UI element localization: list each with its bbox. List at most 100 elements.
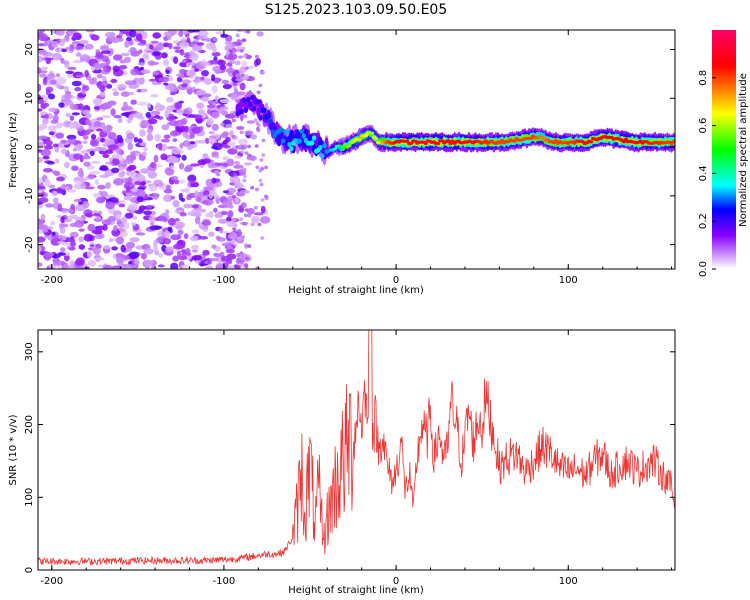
ridge-blob [318, 145, 323, 151]
noise-speckle [241, 171, 246, 176]
snr-frame [37, 329, 676, 571]
noise-speckle [144, 56, 150, 61]
noise-speckle [194, 140, 206, 144]
noise-speckle [211, 111, 220, 119]
noise-speckle [61, 208, 68, 214]
noise-speckle [244, 151, 249, 155]
noise-speckle [50, 238, 61, 246]
noise-speckle [213, 207, 218, 213]
noise-speckle [38, 33, 48, 42]
noise-speckle [173, 179, 180, 185]
ridge-blob [497, 141, 503, 145]
noise-speckle [136, 188, 145, 197]
noise-speckle [189, 70, 195, 79]
ridge-blob [373, 137, 379, 141]
noise-speckle [38, 177, 43, 184]
noise-speckle [39, 123, 48, 130]
noise-speckle [226, 216, 232, 222]
noise-speckle [52, 190, 57, 195]
noise-speckle [213, 252, 222, 258]
noise-speckle [189, 134, 195, 139]
noise-speckle [51, 231, 56, 236]
noise-speckle [129, 47, 137, 53]
noise-speckle [97, 225, 103, 232]
noise-speckle [60, 99, 72, 103]
colorbar-tick-label: 0.6 [698, 118, 709, 134]
noise-speckle [204, 265, 214, 269]
noise-speckle [44, 256, 51, 261]
noise-speckle [163, 31, 175, 38]
noise-speckle [134, 209, 144, 214]
noise-speckle [94, 179, 100, 186]
noise-speckle [80, 56, 85, 63]
noise-speckle [84, 186, 95, 190]
ridge-blob [512, 139, 517, 143]
noise-speckle [226, 187, 237, 194]
noise-speckle [146, 128, 153, 135]
noise-speckle [38, 43, 45, 47]
noise-speckle [137, 138, 143, 144]
x-tick-label: -200 [40, 275, 63, 286]
colorbar-ticks: 0.0 0.2 0.4 0.6 0.8 [698, 70, 716, 277]
noise-speckle [60, 247, 66, 253]
noise-speckle [239, 82, 246, 91]
noise-speckle [165, 246, 174, 253]
noise-speckle [258, 178, 263, 183]
noise-speckle [128, 113, 134, 121]
noise-speckle [38, 224, 49, 231]
noise-speckle [48, 131, 55, 136]
noise-speckle [225, 67, 236, 74]
noise-speckle [201, 70, 209, 77]
noise-speckle [102, 125, 112, 134]
noise-speckle [183, 233, 189, 240]
noise-speckle [56, 176, 65, 182]
noise-speckle [122, 263, 133, 269]
noise-speckle [231, 118, 236, 123]
noise-speckle [202, 249, 210, 256]
noise-speckle [53, 197, 59, 203]
noise-speckle [261, 153, 266, 157]
noise-speckle [207, 109, 211, 115]
noise-speckle [136, 33, 143, 42]
ridge-blob [338, 144, 344, 148]
noise-speckle [258, 83, 263, 88]
noise-speckle [142, 31, 148, 39]
noise-speckle [238, 91, 243, 96]
noise-speckle [238, 204, 243, 209]
noise-speckle [255, 165, 260, 170]
noise-speckle [168, 76, 174, 82]
noise-speckle [84, 113, 92, 119]
noise-speckle [141, 69, 151, 74]
noise-speckle [186, 84, 191, 90]
noise-speckle [176, 250, 182, 258]
noise-speckle [90, 244, 95, 248]
noise-speckle [154, 133, 161, 142]
noise-speckle [53, 143, 59, 148]
noise-speckle [117, 117, 123, 124]
noise-speckle [92, 212, 101, 217]
noise-speckle [111, 88, 118, 92]
noise-speckle [111, 153, 123, 159]
noise-speckle [190, 163, 200, 167]
noise-speckle [67, 189, 77, 193]
noise-speckle [243, 114, 248, 119]
noise-speckle [191, 55, 198, 62]
ridge-blob [541, 136, 546, 140]
ridge-blob [243, 107, 249, 113]
noise-speckle [59, 40, 65, 47]
noise-speckle [171, 147, 181, 155]
colorbar: 0.0 0.2 0.4 0.6 0.8 Normalized spectral ampl… [698, 30, 749, 277]
noise-speckle [137, 116, 145, 120]
noise-speckle [200, 76, 205, 81]
noise-speckle [180, 197, 186, 202]
noise-speckle [121, 190, 127, 195]
noise-speckle [110, 108, 116, 116]
noise-speckle [91, 160, 101, 164]
noise-speckle [175, 218, 180, 222]
noise-speckle [105, 201, 115, 210]
noise-speckle [38, 197, 49, 203]
noise-speckle [108, 238, 114, 243]
noise-speckle [221, 79, 230, 85]
noise-speckle [217, 204, 228, 208]
noise-speckle [236, 236, 243, 242]
